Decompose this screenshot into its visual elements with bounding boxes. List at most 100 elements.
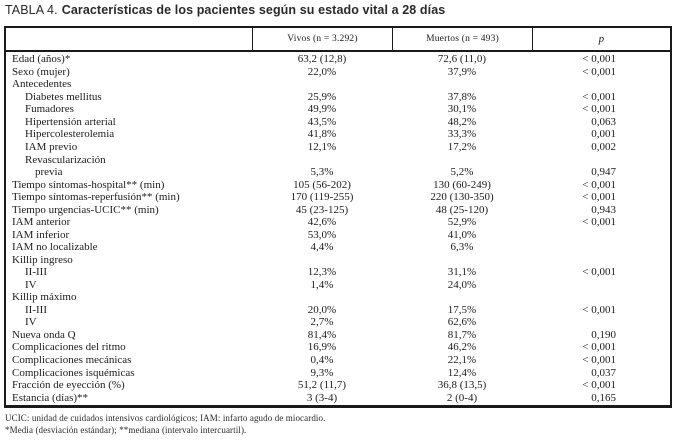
muertos-value: 72,6 (11,0) bbox=[437, 53, 487, 66]
header-vivos-cell: Vivos (n = 3.292) bbox=[252, 28, 392, 50]
vivos-value: 20,0% bbox=[307, 303, 337, 316]
table-row: IAM inferior 53,0% 41,0% bbox=[6, 228, 670, 241]
p-value: < 0,001 bbox=[582, 266, 616, 279]
p-value: < 0,001 bbox=[582, 103, 616, 116]
table-row: IV 1,4% 24,0% bbox=[6, 279, 670, 292]
table-row: Killip ingreso bbox=[6, 254, 670, 267]
table-row: Tiempo urgencias-UCIC** (min) 45 (23-125… bbox=[6, 203, 670, 216]
p-value: < 0,001 bbox=[582, 379, 616, 392]
vivos-value: 25,9% bbox=[307, 90, 337, 103]
p-value: < 0,001 bbox=[582, 303, 616, 316]
p-value: < 0,001 bbox=[582, 191, 616, 204]
p-value: 0,943 bbox=[591, 203, 616, 216]
muertos-value: 52,9% bbox=[447, 216, 477, 229]
muertos-value: 5,2% bbox=[450, 166, 474, 179]
muertos-value: 31,1% bbox=[447, 266, 477, 279]
vivos-value: 51,2 (11,7) bbox=[297, 379, 347, 392]
row-label: Killip ingreso bbox=[12, 253, 73, 266]
vivos-value: 43,5% bbox=[307, 115, 337, 128]
p-value: < 0,001 bbox=[582, 178, 616, 191]
p-value: < 0,001 bbox=[582, 354, 616, 367]
row-label: IAM no localizable bbox=[12, 241, 98, 254]
row-label: Complicaciones isquémicas bbox=[12, 366, 135, 379]
row-label: Hipertensión arterial bbox=[25, 115, 116, 128]
row-label: Tiempo síntomas-hospital** (min) bbox=[12, 178, 165, 191]
row-label: Nueva onda Q bbox=[12, 328, 76, 341]
row-label: IAM inferior bbox=[12, 228, 70, 241]
p-value: 0,037 bbox=[591, 366, 616, 379]
row-label: Complicaciones mecánicas bbox=[12, 354, 132, 367]
muertos-value: 37,9% bbox=[447, 65, 477, 78]
row-label: Tiempo urgencias-UCIC** (min) bbox=[12, 203, 159, 216]
muertos-value: 48,2% bbox=[447, 115, 477, 128]
table-row: Nueva onda Q 81,4% 81,7% 0,190 bbox=[6, 329, 670, 342]
table-row: Fracción de eyección (%) 51,2 (11,7) 36,… bbox=[6, 379, 670, 392]
row-label: IAM previo bbox=[25, 140, 78, 153]
vivos-value: 41,8% bbox=[307, 128, 337, 141]
row-label: IAM anterior bbox=[12, 216, 71, 229]
table-row: II-III 20,0% 17,5% < 0,001 bbox=[6, 304, 670, 317]
table-row: Antecedentes bbox=[6, 78, 670, 91]
muertos-value: 30,1% bbox=[447, 103, 477, 116]
muertos-value: 41,0% bbox=[447, 228, 477, 241]
muertos-value: 2 (0-4) bbox=[446, 391, 478, 404]
header-p-cell: p bbox=[532, 28, 670, 50]
data-table: Vivos (n = 3.292) Muertos (n = 493) p Ed… bbox=[4, 26, 672, 408]
row-label: Tiempo síntomas-reperfusión** (min) bbox=[12, 191, 180, 204]
table-row: IAM anterior 42,6% 52,9% < 0,001 bbox=[6, 216, 670, 229]
table-row: II-III 12,3% 31,1% < 0,001 bbox=[6, 266, 670, 279]
row-label: Hipercolesterolemia bbox=[25, 128, 115, 141]
vivos-value: 16,9% bbox=[307, 341, 337, 354]
table-row: IAM previo 12,1% 17,2% 0,002 bbox=[6, 141, 670, 154]
vivos-value: 9,3% bbox=[310, 366, 334, 379]
vivos-value: 53,0% bbox=[307, 228, 337, 241]
table-row: IAM no localizable 4,4% 6,3% bbox=[6, 241, 670, 254]
muertos-value: 81,7% bbox=[447, 328, 477, 341]
row-label: previa bbox=[35, 166, 63, 179]
p-value: < 0,001 bbox=[582, 90, 616, 103]
header-empty-cell bbox=[6, 28, 252, 50]
vivos-value: 0,4% bbox=[310, 354, 334, 367]
p-value: 0,002 bbox=[591, 140, 616, 153]
table-row: Edad (años)* 63,2 (12,8) 72,6 (11,0) < 0… bbox=[6, 53, 670, 66]
row-label: Killip máximo bbox=[12, 291, 77, 304]
table-row: Tiempo síntomas-hospital** (min) 105 (56… bbox=[6, 178, 670, 191]
row-label: Fumadores bbox=[25, 103, 74, 116]
muertos-value: 24,0% bbox=[447, 278, 477, 291]
row-label: Diabetes mellitus bbox=[25, 90, 102, 103]
muertos-value: 33,3% bbox=[447, 128, 477, 141]
muertos-value: 37,8% bbox=[447, 90, 477, 103]
footnotes: UCIC: unidad de cuidados intensivos card… bbox=[5, 413, 326, 436]
row-label: II-III bbox=[25, 266, 47, 279]
p-value: 0,165 bbox=[591, 391, 616, 404]
table-row: Tiempo síntomas-reperfusión** (min) 170 … bbox=[6, 191, 670, 204]
vivos-value: 49,9% bbox=[307, 103, 337, 116]
vivos-value: 12,1% bbox=[307, 140, 337, 153]
table-row: Killip máximo bbox=[6, 291, 670, 304]
p-value: < 0,001 bbox=[582, 53, 616, 66]
p-value: < 0,001 bbox=[582, 65, 616, 78]
vivos-value: 3 (3-4) bbox=[306, 391, 338, 404]
table-row: Hipercolesterolemia 41,8% 33,3% 0,001 bbox=[6, 128, 670, 141]
row-label: Edad (años)* bbox=[12, 53, 71, 66]
vivos-value: 42,6% bbox=[307, 216, 337, 229]
vivos-value: 2,7% bbox=[310, 316, 334, 329]
table-row: Diabetes mellitus 25,9% 37,8% < 0,001 bbox=[6, 91, 670, 104]
table-row: Revascularización bbox=[6, 153, 670, 166]
row-label: Revascularización bbox=[25, 153, 106, 166]
vivos-value: 45 (23-125) bbox=[295, 203, 349, 216]
table-row: Complicaciones del ritmo 16,9% 46,2% < 0… bbox=[6, 341, 670, 354]
muertos-value: 36,8 (13,5) bbox=[437, 379, 487, 392]
p-value: 0,190 bbox=[591, 328, 616, 341]
table-title: TABLA 4. Características de los pacientes… bbox=[5, 3, 445, 17]
table-row: previa 5,3% 5,2% 0,947 bbox=[6, 166, 670, 179]
table-row: Hipertensión arterial 43,5% 48,2% 0,063 bbox=[6, 116, 670, 129]
muertos-value: 17,5% bbox=[447, 303, 477, 316]
table-row: Sexo (mujer) 22,0% 37,9% < 0,001 bbox=[6, 66, 670, 79]
table-row: Complicaciones mecánicas 0,4% 22,1% < 0,… bbox=[6, 354, 670, 367]
row-label: II-III bbox=[25, 303, 47, 316]
muertos-value: 12,4% bbox=[447, 366, 477, 379]
vivos-value: 4,4% bbox=[310, 241, 334, 254]
muertos-value: 46,2% bbox=[447, 341, 477, 354]
p-value: < 0,001 bbox=[582, 341, 616, 354]
